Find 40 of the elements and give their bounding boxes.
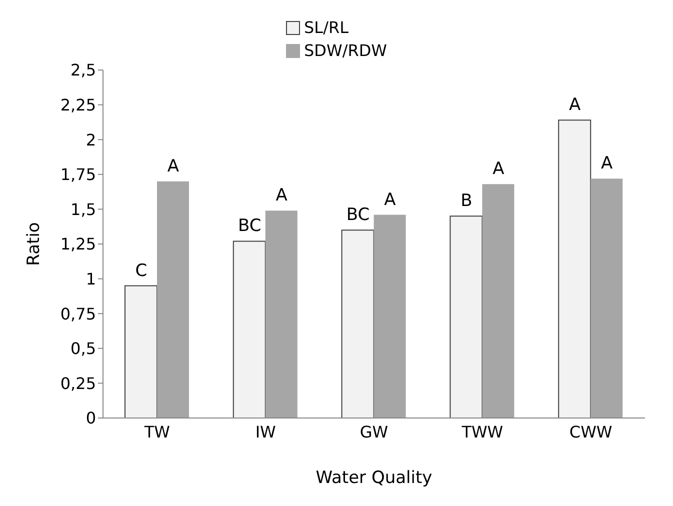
bar <box>482 184 514 418</box>
x-axis-title: Water Quality <box>316 468 432 488</box>
annotation: BC <box>346 205 370 226</box>
x-tick-label: TWW <box>460 422 504 442</box>
annotation: C <box>135 260 148 281</box>
x-tick-label: TW <box>143 422 170 442</box>
bar <box>558 120 592 418</box>
bar <box>341 230 374 418</box>
bar <box>450 216 483 418</box>
annotation: A <box>600 154 613 174</box>
y-tick-label: 1,25 <box>60 234 96 254</box>
bar <box>124 285 158 418</box>
y-tick-label: 1,75 <box>60 165 96 184</box>
annotation: A <box>384 190 396 210</box>
y-tick-label: 0 <box>86 408 96 428</box>
bar <box>374 214 406 418</box>
annotation: A <box>167 156 180 176</box>
x-tick-label: CWW <box>569 422 612 442</box>
x-tick-label: GW <box>360 422 388 442</box>
x-tick-label: IW <box>255 422 276 442</box>
y-tick-label: 1 <box>86 269 96 288</box>
annotation: BC <box>238 216 262 236</box>
y-tick-label: 0,5 <box>70 339 96 358</box>
y-tick-label: 0,25 <box>60 374 96 393</box>
y-tick-label: 2,5 <box>70 60 96 80</box>
y-axis-title: Ratio <box>24 222 44 266</box>
annotation: A <box>568 95 581 116</box>
bar <box>265 210 298 418</box>
y-tick-label: 2 <box>86 130 96 150</box>
bar <box>590 178 623 418</box>
legend-label: SL/RL <box>304 18 349 37</box>
bar <box>232 240 266 418</box>
annotation: B <box>460 191 472 212</box>
annotation: A <box>492 159 505 180</box>
annotation: A <box>276 186 288 206</box>
y-tick-label: 1,5 <box>70 200 96 219</box>
y-tick-label: 0,75 <box>60 304 96 324</box>
bar <box>157 181 189 418</box>
legend-label: SDW/RDW <box>304 41 387 60</box>
y-tick-label: 2,25 <box>60 95 96 114</box>
